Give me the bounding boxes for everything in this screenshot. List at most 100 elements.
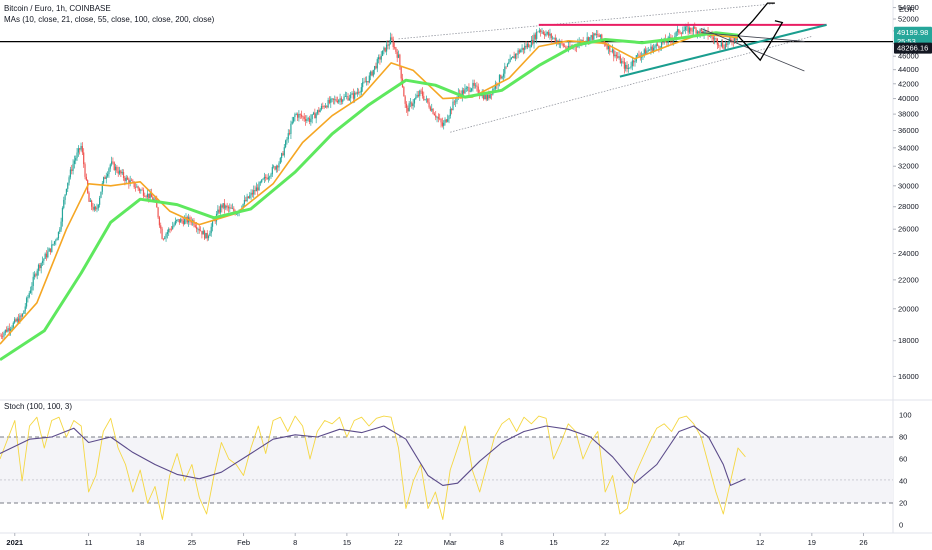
candle-body [108, 168, 110, 175]
candle-body [621, 61, 623, 64]
candle-body [468, 87, 470, 92]
candle-body [4, 329, 6, 333]
candle-body [142, 190, 145, 196]
candle-body [219, 205, 222, 213]
price-tick-label: 26000 [898, 225, 919, 234]
candle-body [338, 99, 340, 103]
candle-body [202, 230, 204, 235]
stoch-legend[interactable]: Stoch (100, 100, 3) [4, 402, 73, 411]
time-tick-label: Apr [673, 538, 685, 547]
candle-body [371, 71, 373, 76]
candle-body [57, 231, 60, 239]
candle-body [366, 81, 368, 83]
candle-body [472, 82, 474, 89]
candle-body [184, 219, 186, 225]
candle-body [652, 47, 655, 52]
price-tick-label: 22000 [898, 275, 919, 284]
candle-body [698, 31, 700, 34]
candle-body [505, 66, 507, 68]
price-tick-label: 54000 [898, 3, 919, 12]
candle-body [522, 47, 525, 50]
candle-body [137, 186, 139, 189]
candle-body [173, 224, 175, 227]
candle-body [40, 262, 42, 269]
indicator-legend[interactable]: MAs (10, close, 21, close, 55, close, 10… [4, 15, 215, 24]
candle-body [129, 180, 131, 184]
candle-body [565, 46, 567, 49]
candle-body [299, 114, 301, 115]
candle-body [103, 177, 105, 184]
candle-body [223, 203, 226, 209]
candle-body [44, 253, 46, 259]
candle-body [270, 174, 272, 177]
candle-body [116, 166, 118, 172]
candle-body [160, 225, 162, 229]
candle-body [156, 199, 158, 208]
candle-body [599, 34, 602, 37]
candle-body [207, 235, 210, 239]
candle-body [168, 229, 170, 233]
candle-body [630, 66, 632, 68]
candle-body [508, 62, 510, 64]
candle-body [176, 219, 178, 222]
candle-body [587, 37, 590, 42]
fan-line [701, 32, 805, 42]
candle-body [76, 152, 78, 159]
candle-body [65, 188, 68, 195]
candle-body [157, 207, 159, 218]
candle-body [295, 114, 297, 115]
candle-body [692, 26, 695, 32]
candle-body [221, 205, 223, 208]
candle-body [688, 27, 691, 33]
candle-body [517, 50, 519, 55]
candle-body [695, 28, 697, 34]
stoch-d-line [0, 425, 746, 486]
candle-body [482, 93, 485, 99]
candle-body [85, 176, 87, 181]
time-tick-label: 26 [859, 538, 867, 547]
candle-body [315, 113, 317, 119]
candle-body [355, 92, 357, 94]
time-tick-label: 15 [549, 538, 557, 547]
candle-body [629, 67, 631, 69]
candle-body [133, 181, 135, 188]
candle-body [437, 117, 439, 119]
candle-body [263, 176, 265, 179]
candle-body [59, 229, 61, 232]
candle-body [347, 96, 349, 101]
price-tick-label: 38000 [898, 110, 919, 119]
candle-body [684, 27, 687, 31]
ma-21-line [0, 33, 739, 345]
candle-body [500, 74, 502, 79]
candle-body [716, 38, 718, 45]
candle-body [332, 98, 335, 100]
candle-body [31, 286, 33, 291]
candle-body [408, 103, 410, 112]
candle-body [525, 45, 527, 48]
candle-body [2, 336, 4, 337]
stoch-tick-label: 40 [899, 477, 907, 486]
candle-body [326, 106, 328, 108]
candle-body [6, 329, 8, 332]
candle-body [655, 44, 657, 47]
candle-body [308, 118, 311, 122]
candle-body [453, 101, 455, 103]
candle-body [540, 30, 542, 32]
candle-body [416, 94, 418, 98]
price-tick-label: 16000 [898, 372, 919, 381]
candle-body [101, 183, 103, 192]
candle-body [536, 31, 538, 39]
candle-body [134, 187, 137, 188]
candle-body [606, 45, 608, 50]
candle-body [120, 170, 122, 174]
candle-body [49, 248, 52, 252]
candle-body [613, 49, 615, 57]
candle-body [445, 119, 447, 122]
candle-body [11, 327, 13, 330]
candle-body [257, 187, 259, 191]
candle-body [444, 119, 446, 123]
candle-body [350, 94, 352, 99]
candle-body [306, 119, 308, 121]
candle-body [578, 41, 580, 44]
